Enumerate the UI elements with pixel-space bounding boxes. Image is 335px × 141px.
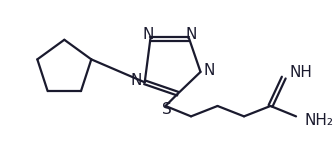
Text: N: N xyxy=(203,62,215,78)
Text: N: N xyxy=(143,27,154,42)
Text: NH: NH xyxy=(289,65,312,80)
Text: N: N xyxy=(185,27,197,42)
Text: NH₂: NH₂ xyxy=(305,113,334,128)
Text: S: S xyxy=(161,102,171,117)
Text: N: N xyxy=(131,73,142,88)
